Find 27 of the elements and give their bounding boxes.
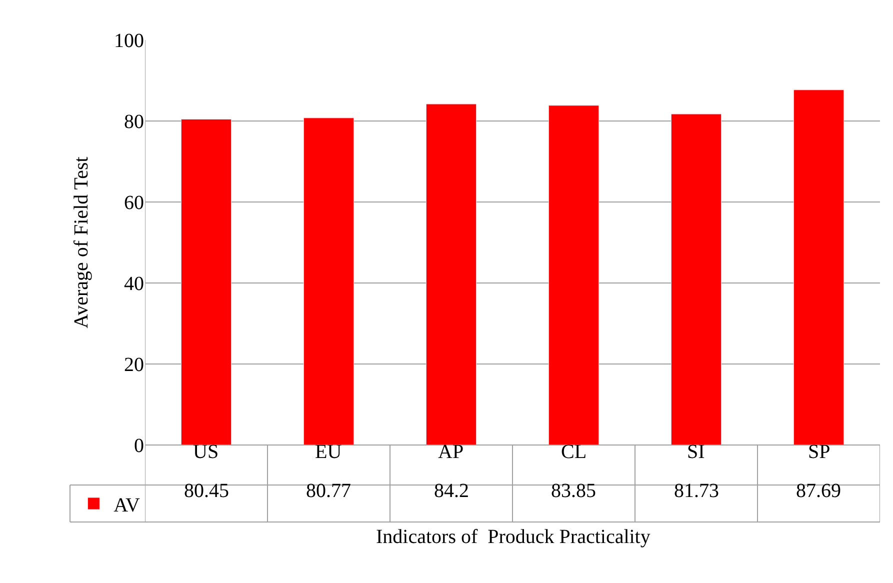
bar <box>793 90 844 445</box>
y-tick-label: 40 <box>124 273 144 295</box>
data-label: 84.2 <box>434 480 469 502</box>
x-tick-label: EU <box>315 441 342 463</box>
bar <box>670 114 722 445</box>
y-tick-label: 80 <box>124 111 144 133</box>
x-tick-label: CL <box>561 441 587 463</box>
y-tick-label: 0 <box>134 435 144 457</box>
y-axis-title: Average of Field Test <box>70 156 92 328</box>
data-label: 83.85 <box>551 480 596 502</box>
y-tick-label: 60 <box>124 192 144 214</box>
x-tick-label: US <box>193 441 219 463</box>
data-label: 81.73 <box>674 480 719 502</box>
y-tick-label: 20 <box>124 354 144 376</box>
data-label: 87.69 <box>796 480 841 502</box>
legend-label: AV <box>114 494 141 516</box>
bar <box>426 104 477 445</box>
y-tick-label: 100 <box>114 30 144 52</box>
bar <box>548 105 600 445</box>
x-axis-title: Indicators of Produck Practicality <box>376 526 650 548</box>
x-tick-label: AP <box>438 441 464 463</box>
x-tick-label: SP <box>808 441 830 463</box>
bar <box>303 118 354 445</box>
data-label: 80.77 <box>306 480 351 502</box>
data-label: 80.45 <box>184 480 229 502</box>
bar <box>180 118 232 445</box>
x-tick-label: SI <box>687 441 705 463</box>
